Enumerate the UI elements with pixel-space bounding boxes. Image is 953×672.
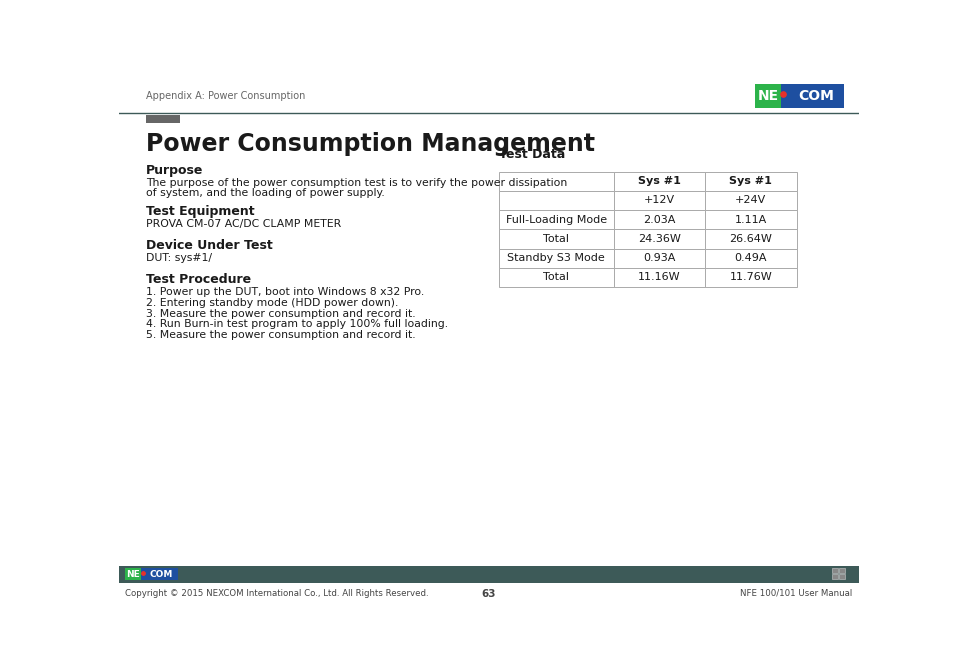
Text: NE: NE	[127, 570, 140, 579]
Text: Purpose: Purpose	[146, 164, 204, 177]
Text: Copyright © 2015 NEXCOM International Co., Ltd. All Rights Reserved.: Copyright © 2015 NEXCOM International Co…	[125, 589, 429, 598]
Bar	[498, 249, 613, 267]
Text: 2. Entering standby mode (HDD power down).: 2. Entering standby mode (HDD power down…	[146, 298, 398, 308]
Text: Full-Loading Mode: Full-Loading Mode	[505, 214, 606, 224]
Text: 11.76W: 11.76W	[729, 272, 771, 282]
Text: 24.36W: 24.36W	[638, 234, 680, 244]
Bar	[613, 267, 704, 287]
Text: Test Procedure: Test Procedure	[146, 273, 252, 286]
Text: Total: Total	[543, 234, 569, 244]
Text: 1. Power up the DUT, boot into Windows 8 x32 Pro.: 1. Power up the DUT, boot into Windows 8…	[146, 287, 424, 297]
Text: 11.16W: 11.16W	[638, 272, 680, 282]
Bar	[613, 171, 704, 191]
Bar	[498, 191, 613, 210]
Bar	[125, 568, 141, 581]
Bar	[498, 210, 613, 229]
Text: +24V: +24V	[735, 196, 765, 206]
Text: 26.64W: 26.64W	[729, 234, 772, 244]
Bar	[613, 229, 704, 249]
Text: Sys #1: Sys #1	[729, 176, 772, 186]
Bar	[498, 171, 613, 191]
Text: of system, and the loading of power supply.: of system, and the loading of power supp…	[146, 188, 385, 198]
Bar	[704, 171, 796, 191]
Text: 5. Measure the power consumption and record it.: 5. Measure the power consumption and rec…	[146, 330, 416, 340]
Bar	[831, 568, 837, 573]
Bar	[831, 574, 837, 579]
Bar	[839, 568, 843, 573]
Bar	[613, 249, 704, 267]
Bar	[704, 191, 796, 210]
Text: Total: Total	[543, 272, 569, 282]
Text: 0.49A: 0.49A	[734, 253, 766, 263]
Text: Test Data: Test Data	[498, 149, 565, 161]
Text: 2.03A: 2.03A	[642, 214, 675, 224]
Text: COM: COM	[797, 89, 833, 103]
Text: Standby S3 Mode: Standby S3 Mode	[507, 253, 604, 263]
Text: DUT: sys#1/: DUT: sys#1/	[146, 253, 213, 263]
Text: 63: 63	[481, 589, 496, 599]
Text: COM: COM	[150, 570, 173, 579]
Bar	[498, 267, 613, 287]
Text: Device Under Test: Device Under Test	[146, 239, 273, 252]
Text: NFE 100/101 User Manual: NFE 100/101 User Manual	[740, 589, 852, 598]
Bar	[141, 568, 178, 581]
Text: 1.11A: 1.11A	[734, 214, 766, 224]
Text: Test Equipment: Test Equipment	[146, 206, 254, 218]
Bar	[613, 191, 704, 210]
Text: 4. Run Burn-in test program to apply 100% full loading.: 4. Run Burn-in test program to apply 100…	[146, 319, 448, 329]
Text: Power Consumption Management: Power Consumption Management	[146, 132, 595, 156]
Text: 0.93A: 0.93A	[642, 253, 675, 263]
Bar	[781, 85, 843, 108]
Text: Appendix A: Power Consumption: Appendix A: Power Consumption	[146, 91, 305, 101]
Text: +12V: +12V	[643, 196, 675, 206]
Bar	[704, 229, 796, 249]
Bar	[839, 574, 843, 579]
Bar	[498, 229, 613, 249]
Bar	[704, 210, 796, 229]
Text: NE: NE	[757, 89, 778, 103]
Text: The purpose of the power consumption test is to verify the power dissipation: The purpose of the power consumption tes…	[146, 177, 567, 187]
Bar	[613, 210, 704, 229]
Text: 3. Measure the power consumption and record it.: 3. Measure the power consumption and rec…	[146, 308, 416, 319]
Bar	[146, 114, 180, 123]
Bar	[704, 249, 796, 267]
Text: Sys #1: Sys #1	[638, 176, 680, 186]
Bar	[119, 566, 858, 583]
Bar	[704, 267, 796, 287]
Bar	[754, 85, 781, 108]
Text: PROVA CM-07 AC/DC CLAMP METER: PROVA CM-07 AC/DC CLAMP METER	[146, 219, 341, 229]
